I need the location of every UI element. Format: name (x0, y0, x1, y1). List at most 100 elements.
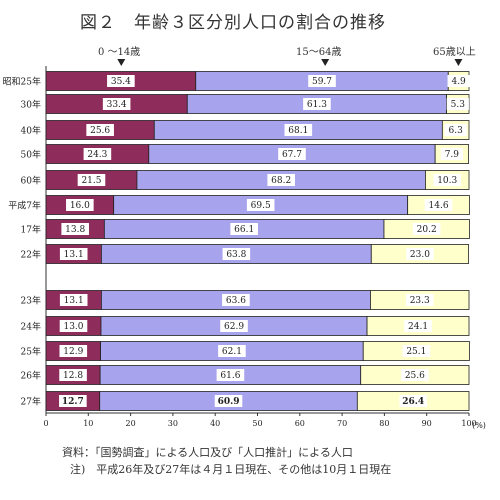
value-label-bg (61, 223, 89, 235)
value-label: 6.3 (449, 126, 464, 136)
x-unit-label: (%) (472, 421, 486, 430)
value-label-bg (83, 148, 112, 160)
value-label-bg (59, 369, 87, 381)
value-label: 16.0 (70, 201, 90, 211)
value-label: 24.1 (408, 322, 428, 332)
value-label: 4.9 (451, 77, 466, 87)
x-tick-label: 90 (422, 419, 432, 428)
x-tick-label: 50 (252, 419, 262, 428)
value-label-bg (405, 294, 434, 306)
x-tick-label: 60 (295, 419, 305, 428)
category-label: 50年 (21, 149, 41, 161)
value-label: 5.3 (451, 100, 466, 110)
value-label: 60.9 (218, 397, 240, 407)
x-tick-label: 40 (210, 419, 220, 428)
value-label: 23.0 (410, 250, 430, 260)
value-label-bg (406, 248, 434, 260)
value-label-bg (59, 294, 88, 306)
value-label: 23.3 (410, 296, 430, 306)
value-label: 69.5 (251, 201, 271, 211)
value-label: 25.6 (405, 371, 425, 381)
category-label: 17年 (21, 224, 41, 236)
value-label: 7.9 (445, 150, 460, 160)
value-label-bg (267, 174, 295, 186)
category-label: 40年 (21, 125, 41, 137)
value-label: 63.6 (226, 296, 246, 306)
value-label: 25.6 (90, 126, 110, 136)
value-label-bg (424, 199, 453, 211)
value-label: 61.6 (220, 371, 240, 381)
value-label-bg (77, 174, 106, 186)
value-label: 62.1 (222, 347, 242, 357)
x-tick-label: 70 (337, 419, 347, 428)
value-label-bg (278, 148, 306, 160)
category-label: 22年 (21, 249, 41, 261)
value-label: 61.3 (307, 100, 327, 110)
value-label-bg (216, 369, 245, 381)
category-label: 24年 (21, 321, 41, 333)
value-label: 59.7 (312, 77, 332, 87)
category-label: 平成7年 (8, 200, 41, 212)
value-label: 25.1 (406, 347, 426, 357)
category-label: 23年 (21, 295, 41, 307)
value-label-bg (59, 395, 87, 407)
value-label-bg (59, 320, 88, 332)
group-arrow-0 (117, 59, 126, 66)
value-label: 13.8 (65, 225, 85, 235)
value-label: 26.4 (402, 397, 424, 407)
value-label: 12.7 (62, 397, 84, 407)
value-label: 13.1 (64, 250, 84, 260)
value-label-bg (402, 345, 431, 357)
value-label-bg (246, 199, 275, 211)
value-label-bg (444, 124, 467, 136)
value-label-bg (102, 98, 131, 110)
category-label: 25年 (21, 346, 41, 358)
value-label: 62.9 (224, 322, 244, 332)
value-label-bg (86, 124, 114, 136)
value-label-bg (433, 174, 462, 186)
footnote: 注) 平成26年及び27年は４月１日現在、その他は10月１日現在 (70, 463, 392, 476)
x-tick-label: 80 (379, 419, 389, 428)
category-label: 昭和25年 (3, 76, 41, 88)
value-label: 24.3 (87, 150, 107, 160)
value-label: 68.1 (288, 126, 308, 136)
category-label: 60年 (21, 175, 41, 187)
group-arrow-1 (321, 59, 330, 66)
value-label-bg (401, 369, 429, 381)
value-label-bg (399, 395, 427, 407)
value-label-bg (222, 294, 250, 306)
value-label-bg (214, 395, 243, 407)
chart-title: 図２ 年齢３区分別人口の割合の推移 (80, 13, 386, 33)
value-label-bg (308, 75, 336, 87)
group-arrow-2 (454, 59, 463, 66)
value-label: 67.7 (282, 150, 302, 160)
category-label: 30年 (21, 99, 41, 111)
group-label-elderly: 65歳以上 (433, 47, 476, 58)
value-label: 14.6 (429, 201, 449, 211)
value-label-bg (303, 98, 331, 110)
value-label: 10.3 (437, 176, 457, 186)
value-label-bg (107, 75, 135, 87)
group-label-working: 15～64歳 (296, 47, 342, 58)
value-label-bg (66, 199, 94, 211)
value-label-bg (59, 248, 88, 260)
value-label: 35.4 (111, 77, 131, 87)
value-label-bg (440, 148, 463, 160)
value-label-bg (59, 345, 88, 357)
value-label-bg (446, 98, 469, 110)
category-label: 27年 (21, 396, 41, 408)
value-label-bg (412, 223, 441, 235)
value-label-bg (222, 248, 251, 260)
value-label: 13.0 (63, 322, 83, 332)
value-label: 63.8 (226, 250, 246, 260)
x-tick-label: 10 (83, 419, 93, 428)
value-label-bg (447, 75, 470, 87)
x-tick-label: 0 (43, 419, 48, 428)
value-label: 20.2 (417, 225, 437, 235)
source-note: 資料：「国勢調査」による人口及び「人口推計」による人口 (62, 446, 353, 459)
group-label-young: 0 ～14歳 (98, 47, 141, 58)
x-tick-label: 100 (461, 419, 476, 428)
x-tick-label: 20 (126, 419, 136, 428)
value-label: 12.8 (63, 371, 83, 381)
